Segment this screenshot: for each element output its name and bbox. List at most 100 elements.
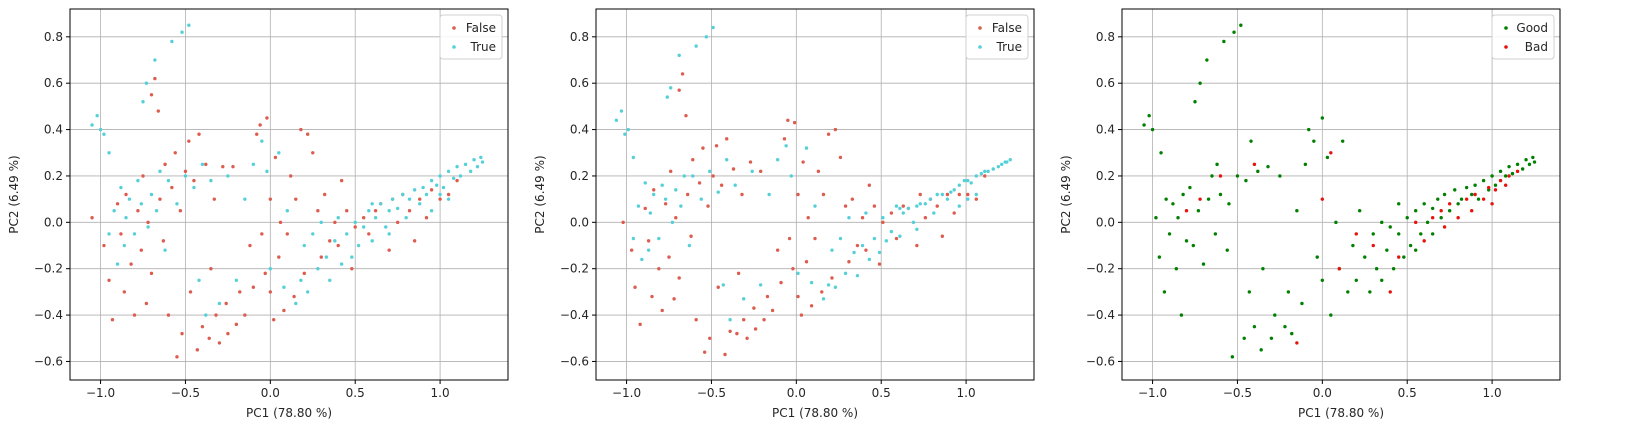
data-point [735,331,739,336]
data-point [636,204,641,208]
data-point [1515,169,1520,174]
data-point [809,304,814,308]
data-point [901,204,905,208]
data-point [1354,232,1358,236]
data-point [299,278,303,282]
data-point [736,271,741,276]
data-point [1278,174,1282,178]
data-point [311,151,315,155]
series-true [90,23,485,317]
data-point [112,209,116,213]
data-point [847,215,851,220]
data-point [787,236,792,241]
data-point [847,260,851,264]
data-point [614,118,619,123]
data-point [153,58,157,62]
data-point [806,215,810,220]
data-point [1498,169,1503,174]
y-tick-label: −0.4 [34,308,63,322]
data-point [626,127,630,132]
data-point [740,192,744,197]
data-point [328,239,332,243]
data-point [1503,183,1508,187]
data-point [1193,100,1197,104]
data-point [1184,209,1189,213]
data-point [455,178,459,183]
data-point [1201,262,1206,266]
data-point [260,232,264,236]
data-point [441,185,446,190]
data-point [1380,220,1384,225]
data-point [429,188,434,192]
data-point [816,169,821,174]
data-point [633,285,637,289]
data-point [278,220,283,225]
data-point [367,209,371,213]
legend-marker [452,26,456,30]
data-point [660,308,664,313]
data-point [407,209,412,213]
y-tick-label: −0.6 [560,354,589,368]
data-point [1363,255,1367,259]
data-point [1368,290,1372,294]
data-point [187,23,191,27]
data-point [872,204,877,208]
data-point [141,100,145,104]
x-tick-label: 1.0 [1483,386,1502,400]
data-point [731,167,736,171]
data-point [786,118,790,123]
data-point [711,25,715,30]
data-point [889,211,894,215]
data-point [1470,209,1474,213]
data-point [872,236,877,241]
data-point [1329,313,1333,317]
data-point [1218,192,1223,197]
data-point [708,169,712,174]
data-point [881,215,885,220]
x-tick-label: 0.5 [1398,386,1417,400]
data-point [949,190,953,194]
data-point [1481,197,1486,201]
data-point [370,202,374,206]
data-point [149,93,154,97]
y-tick-label: 0.4 [1096,123,1115,137]
data-point [175,355,179,359]
data-point [940,192,945,197]
data-point [1425,220,1430,225]
y-tick-label: −0.2 [1086,262,1115,276]
data-point [852,250,856,255]
y-tick-label: 0.0 [1096,215,1115,229]
data-point [1481,178,1486,183]
data-point [1295,209,1299,213]
data-point [650,294,654,299]
data-point [322,192,327,197]
series-true [614,25,1012,322]
data-point [1337,267,1342,271]
data-point [779,280,783,285]
data-point [110,318,115,322]
data-point [1227,202,1231,206]
data-point [418,202,422,206]
data-point [1490,202,1494,206]
x-tick-label: 0.5 [872,386,891,400]
data-point [889,229,894,234]
data-point [1205,58,1209,62]
data-point [305,132,310,136]
data-point [161,239,166,243]
data-point [115,202,120,206]
data-point [1470,192,1474,197]
data-point [670,220,675,225]
data-point [974,192,978,197]
data-point [1476,197,1481,201]
data-point [1269,336,1274,340]
data-point [1493,183,1498,187]
data-point [1171,202,1175,206]
legend: False True [439,14,503,60]
data-point [733,183,737,187]
data-point [356,243,361,248]
data-point [1222,39,1226,44]
data-point [299,127,303,132]
data-point [282,285,286,289]
data-point [316,267,320,271]
data-point [384,225,388,229]
